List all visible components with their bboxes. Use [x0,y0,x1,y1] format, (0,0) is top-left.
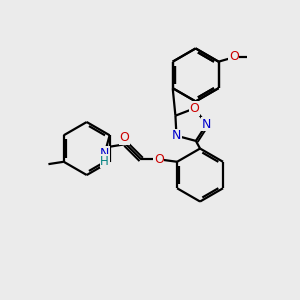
Text: O: O [189,102,199,115]
Text: O: O [229,50,239,63]
Text: N: N [100,147,110,160]
Text: H: H [100,155,109,168]
Text: N: N [172,129,181,142]
Text: O: O [154,153,164,166]
Text: O: O [119,131,129,144]
Text: N: N [202,118,212,130]
